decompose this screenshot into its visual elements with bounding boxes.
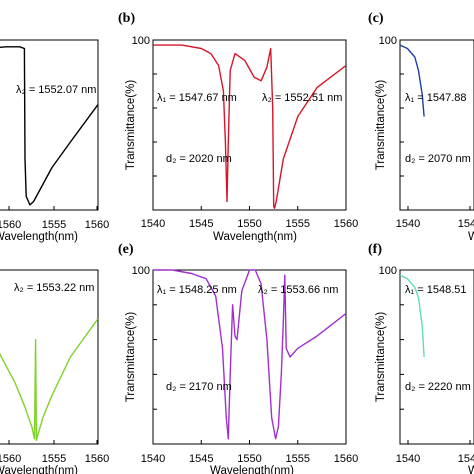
x-tick-label: 1560 (85, 453, 109, 465)
panel-letter: (b) (118, 11, 135, 26)
plot-frame (0, 269, 99, 445)
x-tick-label: 1545 (189, 218, 213, 230)
x-axis-label: Wavelength(nm) (468, 465, 474, 474)
y-tick-label: 100 (132, 265, 150, 277)
data-series-line (400, 274, 425, 358)
annotation-label: λ₂ = 1553.66 nm (258, 284, 338, 296)
chart-panel-e: 1540 1545 1550 1555 1560 100 Wavelength(nm) Tra… (118, 242, 358, 474)
plot-frame (152, 269, 347, 445)
y-tick-label: 100 (379, 265, 397, 277)
annotation-label: d₂ = 2020 nm (166, 153, 232, 165)
annotation-label: λ₁ = 1548.25 nm (157, 284, 237, 296)
x-tick-label: 1545 (458, 453, 474, 465)
panel-letter: (f) (368, 242, 382, 257)
x-tick-label: 1545 (189, 453, 213, 465)
x-tick-label: 1540 (396, 453, 420, 465)
annotation-label: λ₂ = 1552.07 nm (16, 84, 96, 96)
x-tick-label: 1560 (0, 219, 21, 231)
data-series-line (153, 44, 346, 209)
x-tick-label: 1540 (141, 453, 165, 465)
x-tick-label: 1540 (396, 218, 420, 230)
annotation-label: λ₁ = 1547.88 (405, 92, 467, 104)
x-tick-label: 1560 (0, 453, 21, 465)
plot-frame (399, 269, 474, 445)
y-tick-label: 100 (379, 35, 397, 47)
annotation-label: λ₂ = 1553.22 nm (14, 282, 94, 294)
y-tick-label: 100 (132, 35, 150, 47)
x-tick-label: 1560 (334, 453, 358, 465)
x-tick-label: 1555 (286, 453, 310, 465)
y-axis-label: Transmittance(%) (375, 80, 387, 170)
panel-letter: (c) (368, 11, 384, 26)
x-tick-label: 1560 (334, 218, 358, 230)
x-tick-label: 1560 (85, 219, 109, 231)
data-series-line (0, 318, 98, 442)
annotation-label: λ₁ = 1547.67 nm (157, 92, 237, 104)
data-series-line (400, 44, 425, 117)
chart-panel-d: 156015551560Wavelength(nm)λ₂ = 1553.22 n… (0, 269, 109, 474)
data-series-line (0, 46, 98, 206)
annotation-label: d₂ = 2220 nm (405, 381, 471, 393)
y-axis-label: Transmittance(%) (125, 312, 137, 402)
chart-panel-a: 156015551560Wavelength(nm)λ₂ = 1552.07 n… (0, 39, 109, 243)
chart-panel-c: 1540 1545 100 Wavelength(nm) Transmittance(%… (368, 11, 474, 243)
x-tick-label: 1555 (42, 219, 66, 231)
x-tick-label: 1555 (286, 218, 310, 230)
x-tick-label: 1550 (237, 218, 261, 230)
chart-panel-b: 1540 1545 1550 1555 1560 100 Wavelength(nm) Tra… (118, 11, 358, 243)
annotation-label: d₂ = 2170 nm (166, 381, 232, 393)
x-tick-label: 1550 (237, 453, 261, 465)
annotation-label: λ₁ = 1548.51 (405, 284, 467, 296)
x-axis-label: Wavelength(nm) (0, 465, 78, 474)
data-series-line (153, 269, 346, 440)
annotation-label: λ₂ = 1552.51 nm (262, 92, 342, 104)
chart-panel-f: 1540 1545 100 Wavelength(nm) Transmittance(%… (368, 242, 474, 474)
annotation-label: d₂ = 2070 nm (405, 153, 471, 165)
x-tick-label: 1555 (42, 453, 66, 465)
x-tick-label: 1545 (458, 218, 474, 230)
x-tick-label: 1540 (141, 218, 165, 230)
x-axis-label: Wavelength(nm) (213, 231, 297, 243)
panel-letter: (e) (118, 242, 134, 257)
plot-frame (0, 39, 99, 211)
x-axis-label: Wavelength(nm) (210, 465, 294, 474)
y-axis-label: Transmittance(%) (125, 80, 137, 170)
plot-frame (399, 39, 474, 211)
x-axis-label: Wavelength(nm) (468, 231, 474, 243)
y-axis-label: Transmittance(%) (375, 312, 387, 402)
x-axis-label: Wavelength(nm) (0, 231, 78, 243)
plot-frame (152, 39, 347, 211)
